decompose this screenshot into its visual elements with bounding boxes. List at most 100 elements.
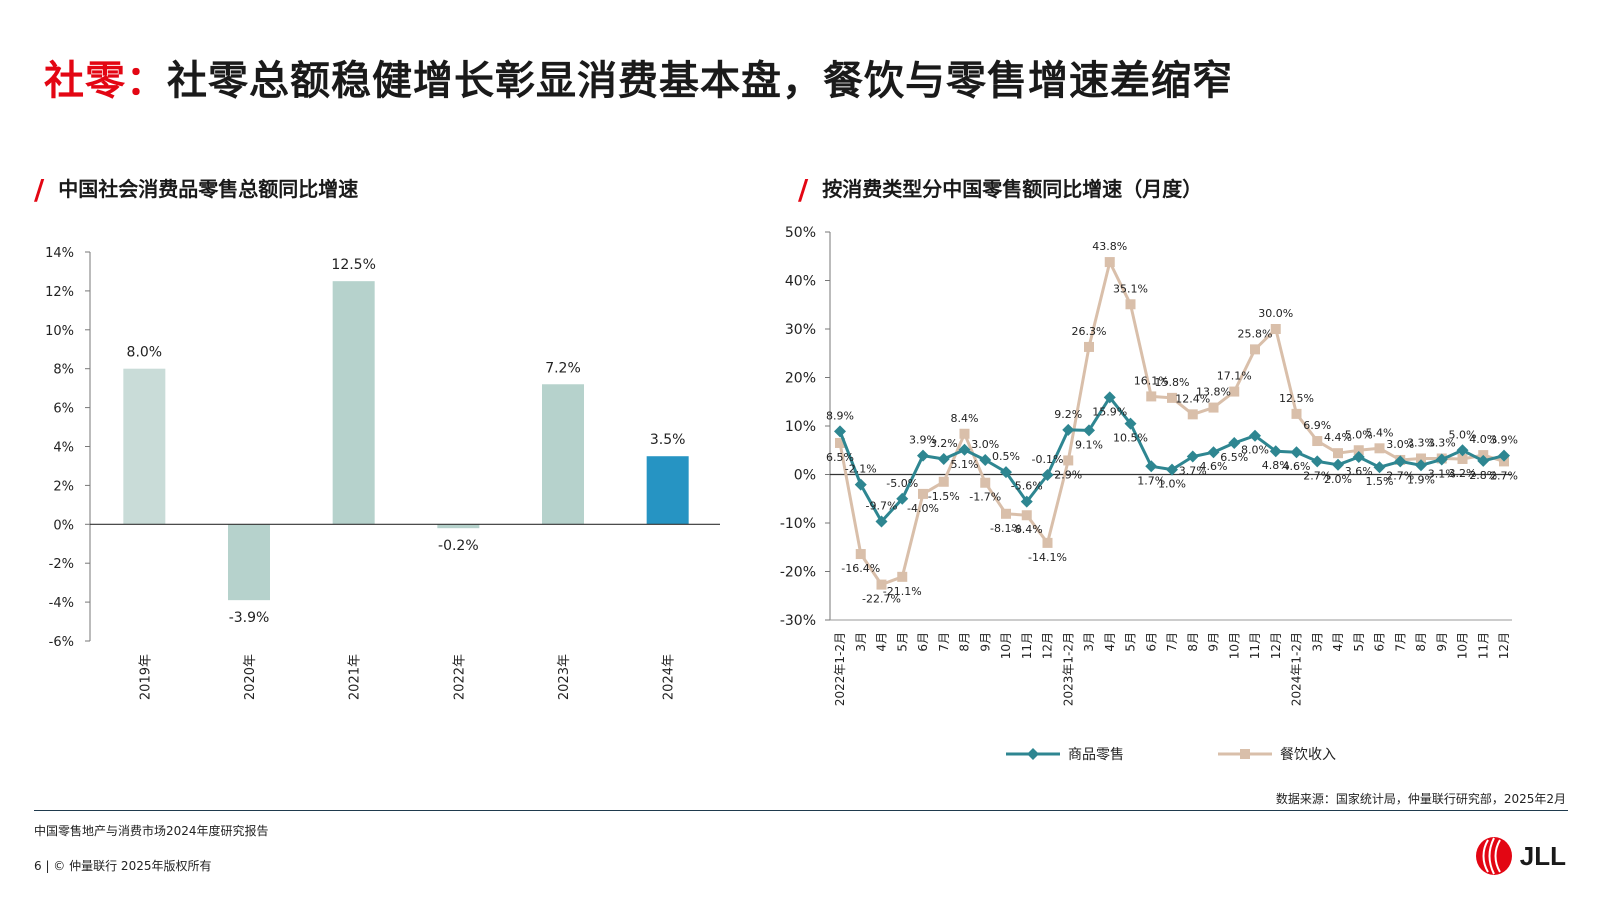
bar-chart: -6% -4% -2% 0% 2% 4% 6% 8% 10% 12% 14% 8.0% 2019年 -3.… [45,246,720,700]
x-tick-label: 2020年 [243,654,258,700]
retail-data-label: 4.8% [1262,459,1290,472]
catering-data-label: 4.0% [1469,433,1497,446]
retail-point [875,515,888,528]
retail-point [1456,444,1469,457]
x-tick-label: 5月 [895,632,909,652]
page-title-prefix: 社零： [44,58,167,104]
catering-point [1416,453,1426,464]
retail-point [1498,449,1510,462]
retail-data-label: 3.2% [930,437,958,450]
legend-catering-label: 餐饮收入 [1280,747,1336,763]
catering-data-label: 2.7% [1490,469,1518,482]
bar-value-label: 12.5% [331,257,375,273]
retail-data-label: 3.6% [1345,465,1373,478]
catering-point [1250,344,1260,355]
x-tick-label: 2023年 [557,654,572,700]
footer-copyright: 6 | © 仲量联行 2025年版权所有 [34,859,212,873]
x-tick-label: 10月 [1227,632,1241,659]
catering-data-label: 12.5% [1279,392,1314,405]
x-tick-label: 4月 [875,632,889,652]
catering-point [1187,409,1198,420]
catering-data-label: 16.1% [1134,374,1169,387]
retail-point [1041,468,1054,481]
bar [123,368,166,525]
catering-data-label: 6.9% [1303,419,1331,432]
y-tick-label: 14% [45,246,74,261]
bar [437,524,480,529]
line-chart-title: 按消费类型分中国零售额同比增速（月度） [822,177,1203,201]
retail-data-label: -5.0% [886,477,918,490]
catering-point [1229,386,1240,397]
x-tick-label: 10月 [1456,632,1470,659]
catering-point [1021,510,1032,521]
retail-data-label: 3.0% [971,438,999,451]
footer-divider [34,810,1568,811]
bar-value-label: -3.9% [229,610,270,626]
retail-data-label: 10.5% [1113,432,1148,445]
legend-catering-marker [1240,749,1250,759]
catering-point [876,579,887,590]
retail-data-label: 3.7% [1179,465,1207,478]
catering-point [980,477,991,488]
y-tick-label: 6% [53,402,74,417]
retail-point [979,453,992,466]
retail-data-label: 3.9% [909,434,937,447]
slash-icon: / [798,173,809,206]
x-tick-label: 9月 [1207,632,1221,652]
retail-data-label: 1.0% [1158,478,1186,491]
x-tick-label: 7月 [1393,632,1407,652]
catering-point [1333,448,1343,459]
retail-data-label: 0.5% [992,450,1020,463]
y-tick-label: -4% [49,596,74,611]
catering-data-label: -1.7% [969,491,1001,504]
catering-point [1270,324,1281,334]
x-tick-label: 5月 [1352,632,1366,652]
y-tick-label: -30% [780,613,816,629]
catering-data-label: 13.8% [1196,386,1231,399]
x-tick-label: 3月 [1082,632,1096,652]
retail-point [1228,436,1241,449]
catering-point [897,571,908,582]
x-tick-label: 3月 [1310,632,1324,652]
retail-data-label: 2.8% [1469,469,1497,482]
y-tick-label: 50% [785,225,816,241]
retail-data-label: 4.6% [1200,460,1228,473]
x-tick-label: 2023年1-2月 [1061,632,1075,706]
legend-retail-marker [1027,748,1039,760]
slash-icon: / [34,173,45,206]
catering-point [1084,341,1094,352]
retail-point [1394,455,1407,468]
retail-data-label: 15.9% [1092,405,1127,418]
retail-point [1269,445,1282,458]
catering-series-line [838,260,1505,587]
page-title-main: 社零总额稳健增长彰显消费基本盘，餐饮与零售增速差缩窄 [167,58,1233,104]
retail-point [854,478,867,491]
retail-point [1311,455,1324,468]
catering-data-label: 3.0% [1386,438,1414,451]
catering-point [1125,299,1136,310]
catering-point [1167,392,1177,403]
catering-point [1291,408,1302,419]
y-tick-label: 4% [53,441,74,456]
retail-point [1290,446,1303,459]
retail-point [1373,461,1386,474]
catering-point [1001,508,1011,519]
x-tick-label: 8月 [958,632,972,652]
retail-data-label: 8.9% [826,409,854,422]
retail-point [1186,450,1199,463]
retail-point [1207,446,1220,459]
retail-point [1332,458,1344,471]
catering-data-label: 4.4% [1324,431,1352,444]
x-tick-label: 6月 [916,632,930,652]
retail-data-label: -9.7% [866,500,898,513]
x-tick-label: 3月 [854,632,868,652]
y-tick-label: 40% [785,274,816,290]
bar-value-label: 8.0% [127,345,163,361]
retail-point [1415,459,1427,472]
x-tick-label: 7月 [937,632,951,652]
catering-data-label: -4.0% [907,502,939,515]
y-tick-label: 30% [785,322,816,338]
retail-data-label: 4.6% [1283,460,1311,473]
x-tick-label: 8月 [1186,632,1200,652]
catering-data-label: 3.3% [1407,436,1435,449]
